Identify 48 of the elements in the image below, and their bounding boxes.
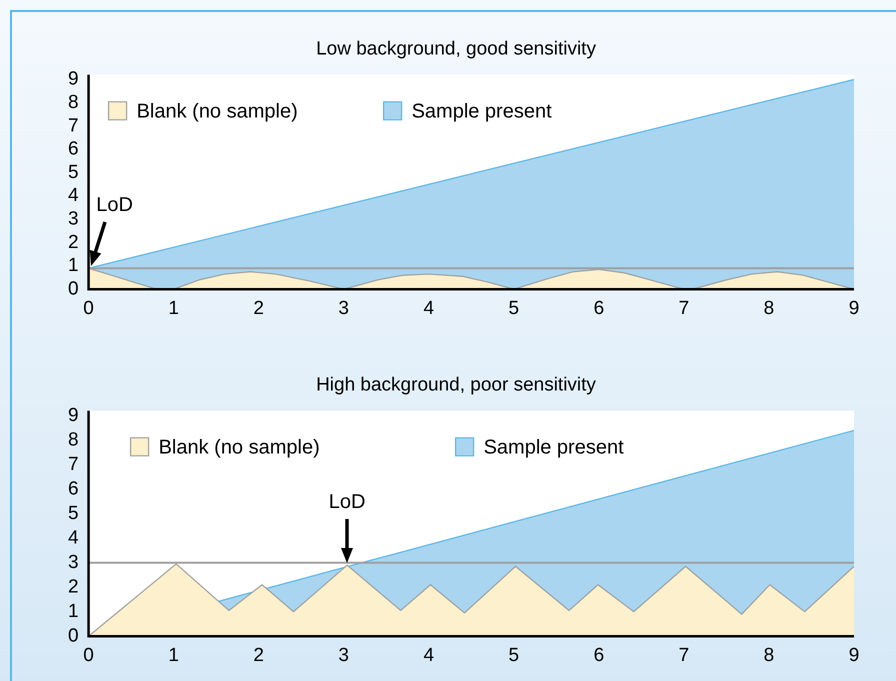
y-tick-label: 6 [68,478,79,500]
y-tick-label: 5 [68,162,79,183]
y-tick-label: 4 [68,185,79,206]
y-tick-label: 8 [68,92,79,113]
x-tick-label: 2 [253,644,264,666]
x-tick-label: 1 [168,298,179,319]
x-tick-label: 7 [678,644,690,666]
y-tick-label: 7 [68,454,79,475]
legend-label: Sample present [484,436,624,458]
x-tick-label: 6 [594,644,604,666]
annotation: LoD [328,491,366,514]
x-tick-label: 6 [594,298,604,319]
x-tick-label: 9 [848,644,860,666]
y-tick-label: 2 [68,232,79,253]
y-tick-label: 8 [68,429,79,450]
legend-label: Sample present [412,100,552,122]
y-tick-label: 0 [68,625,79,646]
x-tick-label: 3 [338,298,349,319]
y-tick-label: 1 [68,600,79,622]
x-tick-label: 4 [423,644,434,666]
y-tick-label: 9 [68,404,79,426]
x-tick-label: 1 [168,644,179,666]
x-tick-label: 0 [83,644,94,666]
x-tick-label: 3 [338,644,349,666]
y-tick-label: 1 [68,255,79,276]
legend-label: Blank (no sample) [136,100,298,122]
y-tick-label: 0 [68,278,79,300]
y-tick-label: 3 [68,552,79,573]
y-tick-label: 9 [68,68,79,90]
x-tick-label: 8 [764,644,774,666]
x-tick-label: 5 [508,644,520,666]
chart-title: High background, poor sensitivity [316,374,596,396]
x-tick-label: 9 [848,298,860,319]
y-tick-label: 2 [68,576,79,598]
y-tick-label: 3 [68,208,79,230]
x-tick-label: 8 [764,298,774,319]
x-tick-label: 4 [423,298,434,319]
y-tick-label: 4 [68,527,79,548]
x-tick-label: 0 [83,298,94,319]
y-tick-label: 6 [68,138,79,160]
y-tick-label: 5 [68,502,79,524]
chart-title: Low background, good sensitivity [316,38,596,60]
x-tick-label: 7 [678,298,690,319]
x-tick-label: 5 [508,298,520,319]
legend-label: Blank (no sample) [158,436,320,458]
y-tick-label: 7 [68,115,79,136]
x-tick-label: 2 [253,298,264,319]
annotation: LoD [96,194,133,216]
